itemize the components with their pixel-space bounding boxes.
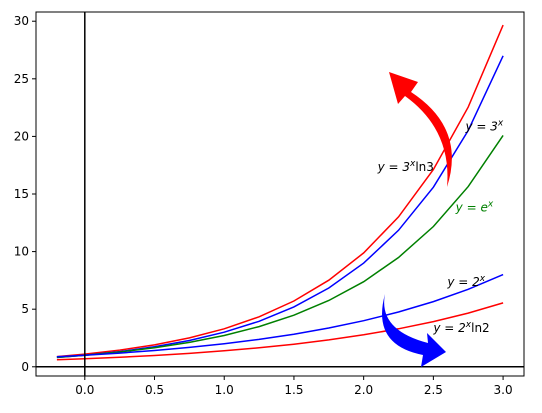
series-line-3 <box>56 134 504 359</box>
reference-lines <box>36 12 524 376</box>
x-tick-label: 1.0 <box>215 383 234 397</box>
series-line-4 <box>56 273 504 358</box>
curve-label-1: y = 3x <box>464 119 503 134</box>
plot-background <box>36 12 524 376</box>
y-tick-label: 30 <box>14 14 29 28</box>
axis-layer: 0.0 0.5 1.0 1.5 2.0 2.5 3.0 0 5 10 15 20 25 30 <box>14 14 513 397</box>
y-tick-label: 15 <box>14 187 29 201</box>
y-tick-label: 5 <box>21 302 29 316</box>
x-tick-label: 1.5 <box>284 383 303 397</box>
y-tick-label: 25 <box>14 72 29 86</box>
y-tick-label: 0 <box>21 360 29 374</box>
red-curved-arrow <box>389 72 452 187</box>
curve-label-2: y = 3xln3 <box>377 159 434 174</box>
curve-label-5: y = 2xln2 <box>432 320 489 335</box>
x-tick-label: 2.0 <box>354 383 373 397</box>
curve-label-4: y = 2x <box>446 274 485 289</box>
series-layer <box>56 24 504 361</box>
curve-label-3: y = ex <box>455 199 494 214</box>
annotation-layer: y = 3x y = 3xln3 y = ex y = 2x y = 2xln2 <box>377 119 504 336</box>
series-line-5 <box>56 302 504 361</box>
x-tick-label: 2.5 <box>424 383 443 397</box>
y-tick-label: 10 <box>14 245 29 259</box>
series-line-1 <box>56 24 504 358</box>
x-tick-label: 0.0 <box>75 383 94 397</box>
x-tick-label: 3.0 <box>494 383 513 397</box>
x-tick-label: 0.5 <box>145 383 164 397</box>
y-tick-label: 20 <box>14 129 29 143</box>
blue-curved-arrow <box>382 294 446 367</box>
